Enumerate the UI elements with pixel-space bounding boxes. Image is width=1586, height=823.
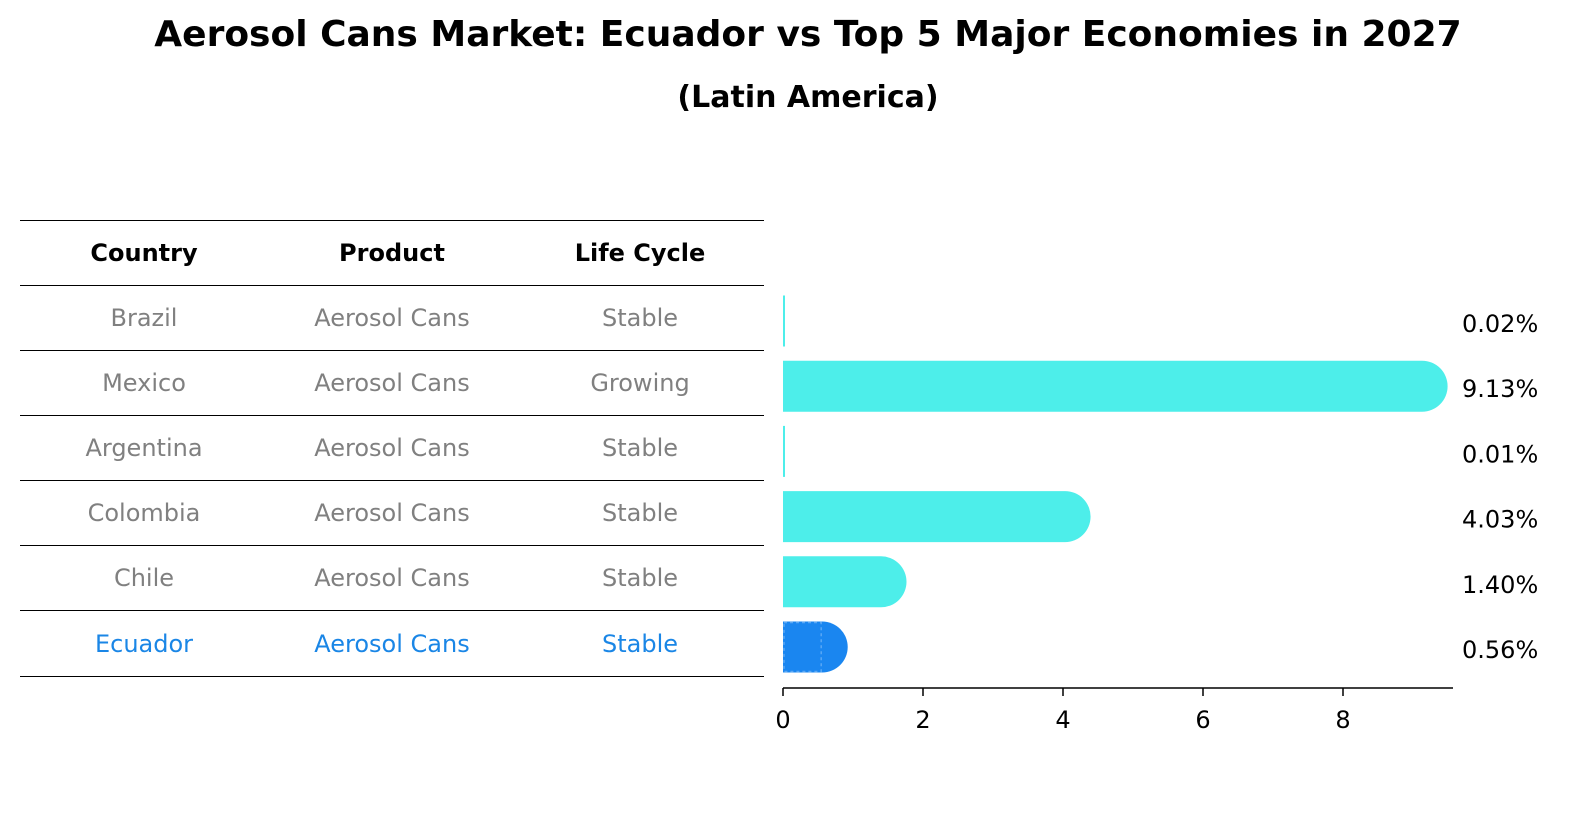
x-tick-label: 2 [915, 706, 930, 734]
table-row: Brazil Aerosol Cans Stable [20, 285, 764, 350]
cell-life-cycle: Stable [601, 629, 679, 658]
x-tick-label: 8 [1335, 706, 1350, 734]
cell-product: Aerosol Cans [314, 629, 470, 658]
table-row: Chile Aerosol Cans Stable [20, 545, 764, 610]
x-tick-label: 4 [1055, 706, 1070, 734]
bars-layer [783, 295, 1448, 673]
value-label-ecuador: 0.56% [1462, 636, 1538, 664]
cell-country: Mexico [102, 369, 186, 397]
table-row: Argentina Aerosol Cans Stable [20, 415, 764, 480]
value-labels-layer: 0.02% 9.13% 0.01% 4.03% 1.40% 0.56% [1462, 310, 1538, 664]
cell-product: Aerosol Cans [314, 564, 470, 592]
table-row: Mexico Aerosol Cans Growing [20, 350, 764, 415]
bar-ecuador [783, 621, 848, 673]
bar-argentina [783, 425, 785, 477]
cell-country: Chile [113, 564, 175, 592]
bar-brazil [783, 295, 785, 347]
table-row: Colombia Aerosol Cans Stable [20, 480, 764, 545]
bar-chile [783, 556, 907, 608]
header-life-cycle: Life Cycle [574, 239, 706, 267]
data-table: Country Product Life Cycle Brazil Aeroso… [20, 220, 764, 677]
x-axis: 0 2 4 6 8 [775, 687, 1453, 734]
bar-mexico [783, 360, 1448, 412]
table-row-highlighted: Ecuador Aerosol Cans Stable [20, 610, 764, 677]
cell-product: Aerosol Cans [314, 499, 470, 527]
value-label-chile: 1.40% [1462, 571, 1538, 599]
cell-product: Aerosol Cans [314, 304, 470, 332]
cell-life-cycle: Growing [590, 369, 690, 397]
x-tick-label: 6 [1195, 706, 1210, 734]
value-label-mexico: 9.13% [1462, 375, 1538, 403]
x-tick-label: 0 [775, 706, 790, 734]
cell-product: Aerosol Cans [314, 434, 470, 462]
cell-life-cycle: Stable [601, 499, 679, 527]
value-label-colombia: 4.03% [1462, 506, 1538, 534]
value-label-brazil: 0.02% [1462, 310, 1538, 338]
chart-title: Aerosol Cans Market: Ecuador vs Top 5 Ma… [154, 14, 1462, 55]
value-label-argentina: 0.01% [1462, 440, 1538, 468]
bar-colombia [783, 491, 1091, 543]
header-country: Country [90, 239, 198, 267]
cell-country: Ecuador [94, 629, 194, 658]
cell-country: Argentina [85, 434, 203, 462]
cell-life-cycle: Stable [601, 564, 679, 592]
cell-product: Aerosol Cans [314, 369, 470, 397]
cell-country: Brazil [110, 304, 178, 332]
table-header-row: Country Product Life Cycle [20, 220, 764, 285]
cell-life-cycle: Stable [601, 434, 679, 462]
header-product: Product [339, 239, 445, 267]
cell-country: Colombia [87, 499, 201, 527]
bar-highlight-outline [783, 621, 822, 673]
cell-life-cycle: Stable [601, 304, 679, 332]
chart-subtitle: (Latin America) [677, 80, 939, 115]
